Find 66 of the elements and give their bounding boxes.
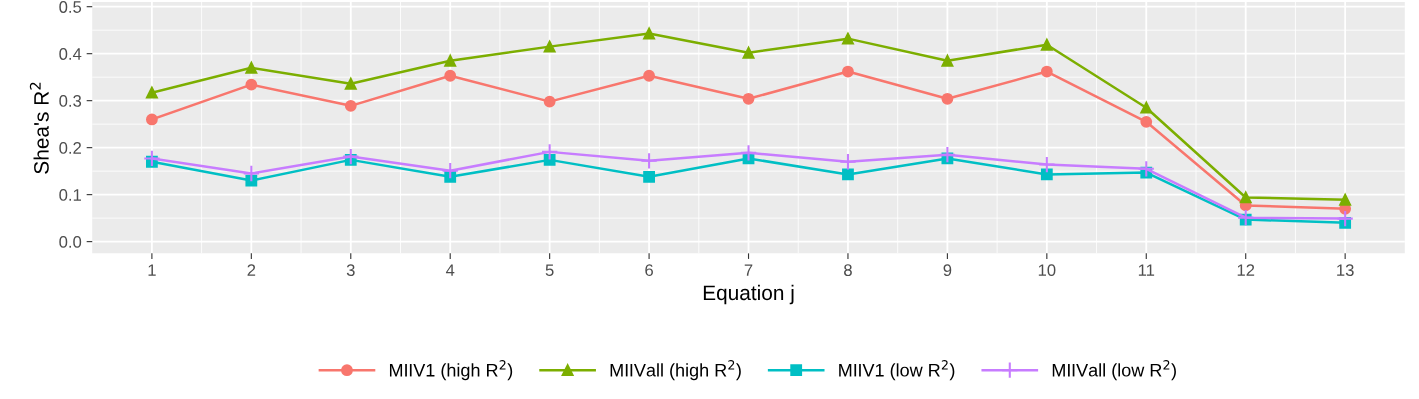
x-tick-label: 11: [1138, 264, 1155, 276]
y-tick-label: 0.2: [59, 142, 81, 154]
y-tick-label: 0.4: [59, 48, 82, 60]
point: [242, 164, 261, 183]
x-tick-label: 4: [445, 264, 455, 276]
point: [540, 143, 559, 161]
point: [842, 32, 854, 45]
point: [1140, 101, 1153, 114]
point: [245, 61, 258, 74]
point: [941, 54, 954, 67]
point: [1237, 208, 1255, 227]
point: [1040, 65, 1053, 78]
point: [1336, 209, 1354, 228]
point: [543, 95, 556, 108]
y-tick-label: 0.0: [59, 236, 82, 248]
point: [839, 153, 857, 171]
x-axis-title: Equation j: [703, 284, 794, 305]
legend-label: MIIV1 (high R$^{2}$): [389, 360, 513, 381]
point: [640, 152, 658, 170]
point: [643, 27, 655, 40]
x-tick-label: 8: [844, 264, 852, 277]
point: [739, 144, 758, 162]
point: [1140, 115, 1153, 128]
x-tick-label: 9: [943, 264, 952, 277]
legend-label: MIIV1 (low R$^{2}$): [839, 360, 955, 381]
point: [1137, 160, 1155, 178]
point: [1040, 168, 1053, 181]
x-tick-label: 5: [545, 264, 554, 277]
point: [543, 153, 556, 166]
point: [938, 146, 957, 164]
y-axis-title: Shea's R$^{2}$: [29, 82, 49, 174]
point: [543, 40, 556, 53]
point: [444, 69, 457, 82]
point: [441, 161, 459, 180]
y-tick-label: 0.5: [59, 1, 82, 13]
x-tick-label: 1: [148, 264, 156, 276]
point: [342, 147, 360, 166]
point: [842, 65, 854, 78]
point: [1038, 155, 1056, 174]
point: [344, 99, 357, 112]
point: [143, 149, 161, 168]
point: [245, 78, 258, 91]
x-tick-label: 3: [346, 264, 355, 277]
point: [941, 92, 954, 105]
y-tick-label: 0.3: [59, 95, 82, 107]
point: [1040, 38, 1053, 51]
x-tick-label: 6: [645, 264, 653, 277]
point: [444, 54, 457, 67]
y-tick-label: 0.1: [59, 189, 82, 201]
x-tick-label: 13: [1337, 264, 1354, 277]
point: [1339, 193, 1352, 206]
x-tick-label: 7: [744, 264, 753, 276]
x-tick-label: 10: [1038, 264, 1056, 277]
legend-label: MIIVall (low R$^{2}$): [1052, 360, 1176, 381]
x-tick-label: 2: [247, 264, 256, 276]
point: [742, 46, 755, 59]
legend-label: MIIVall (high R$^{2}$): [610, 360, 741, 381]
x-tick-label: 12: [1237, 264, 1255, 276]
point: [842, 168, 854, 181]
point: [1239, 191, 1252, 204]
point: [146, 86, 158, 99]
point: [742, 92, 755, 105]
point: [146, 113, 158, 126]
point: [643, 69, 655, 82]
point: [643, 170, 655, 183]
point: [344, 77, 357, 90]
